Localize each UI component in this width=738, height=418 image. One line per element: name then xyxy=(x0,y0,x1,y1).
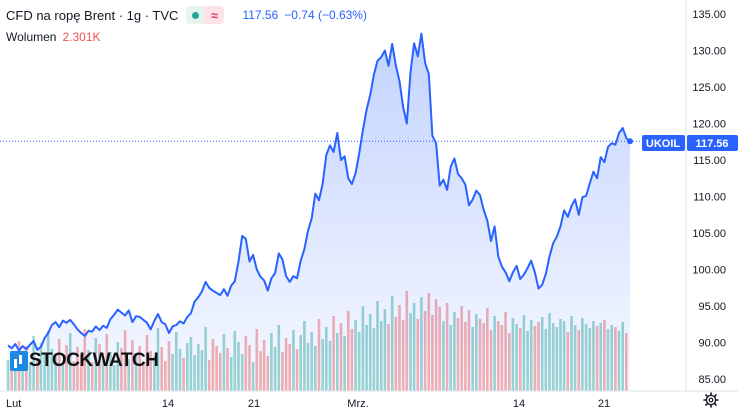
last-price-tag: 117.56 xyxy=(695,138,728,150)
volume-label[interactable]: Wolumen xyxy=(6,30,57,44)
price-tick-label: 115.00 xyxy=(693,155,726,167)
price-tick-label: 120.00 xyxy=(692,119,726,131)
price-tick-label: 90.00 xyxy=(698,338,726,350)
price-tick-label: 105.00 xyxy=(692,228,726,240)
logo-text: STOCKWATCH xyxy=(29,350,159,371)
time-axis[interactable]: Lut 14 21 Mrz. 14 21 xyxy=(6,398,610,410)
wave-icon: ≈ xyxy=(204,6,225,24)
stockwatch-logo: STOCKWATCH xyxy=(10,350,159,372)
last-price-tag-bg xyxy=(687,135,738,151)
volume-value: 2.301K xyxy=(62,30,101,44)
time-tick-label: 14 xyxy=(162,398,174,410)
price-tag: UKOIL 117.56 xyxy=(642,135,738,151)
gear-icon[interactable] xyxy=(703,392,719,408)
last-price: 117.56 xyxy=(242,8,279,22)
symbol-title[interactable]: CFD na ropę Brent · 1g · TVC xyxy=(6,7,179,23)
price-tick-label: 100.00 xyxy=(692,265,726,277)
time-tick-label: Lut xyxy=(6,398,21,410)
price-tick-label: 85.00 xyxy=(698,374,726,386)
symbol-tag: UKOIL xyxy=(646,138,681,150)
price-change: −0.74 (−0.63%) xyxy=(284,8,367,22)
price-tick-label: 135.00 xyxy=(692,9,726,21)
last-price-dot xyxy=(627,138,633,145)
volume-legend: Wolumen 2.301K xyxy=(6,30,101,44)
time-tick-label: 21 xyxy=(248,398,260,410)
price-axis[interactable]: 85.00 90.00 95.00 100.00 105.00 110.00 115.00 1… xyxy=(692,9,726,386)
status-pill[interactable]: ≈ xyxy=(186,6,225,24)
price-tick-label: 125.00 xyxy=(692,82,726,94)
chart-legend: CFD na ropę Brent · 1g · TVC ≈ 117.56 −0… xyxy=(6,6,367,24)
logo-mark-icon xyxy=(10,351,28,371)
market-open-icon xyxy=(186,6,205,24)
symbol-tag-bg xyxy=(642,135,685,151)
time-tick-label: Mrz. xyxy=(347,398,368,410)
price-area xyxy=(8,33,630,391)
volume-bar xyxy=(6,360,10,391)
time-tick-label: 21 xyxy=(598,398,610,410)
price-tick-label: 95.00 xyxy=(698,301,726,313)
price-tick-label: 130.00 xyxy=(692,46,726,58)
price-line xyxy=(7,32,631,352)
time-tick-label: 14 xyxy=(513,398,525,410)
price-tick-label: 110.00 xyxy=(693,192,726,204)
